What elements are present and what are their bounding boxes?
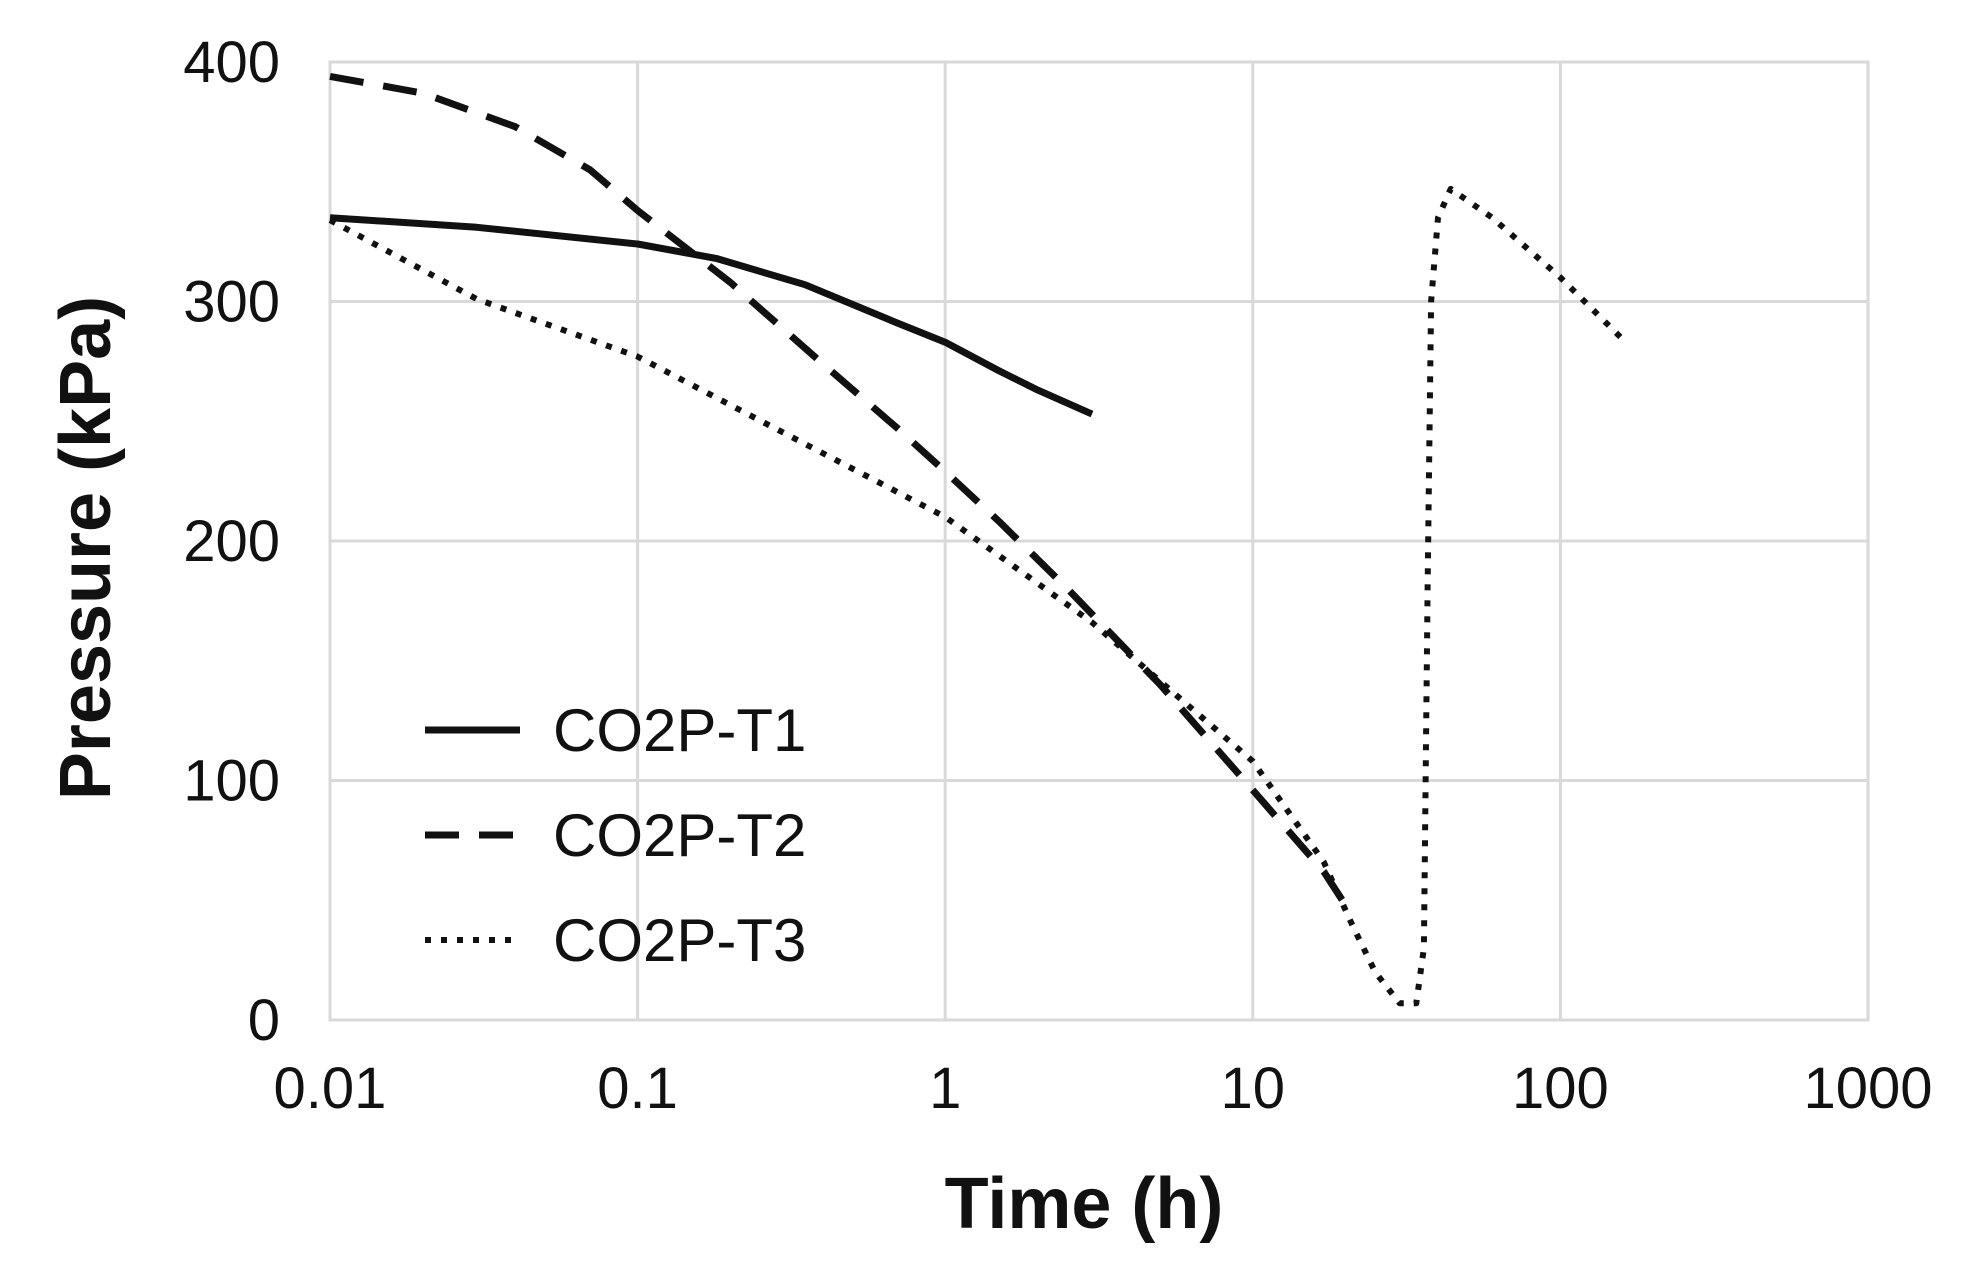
legend-label: CO2P-T1 <box>553 697 806 764</box>
series-line-co2p-t1 <box>329 214 1094 418</box>
y-tick-labels: 0 100 200 300 400 <box>183 30 280 1053</box>
y-tick-label: 200 <box>183 509 280 574</box>
grid <box>328 60 1870 1022</box>
x-tick-label: 1000 <box>1803 1056 1932 1121</box>
x-tick-label: 0.1 <box>597 1056 678 1121</box>
x-axis-title: Time (h) <box>945 1164 1224 1244</box>
legend-label: CO2P-T3 <box>553 907 806 974</box>
x-tick-label: 100 <box>1512 1056 1609 1121</box>
series-line-co2p-t3 <box>328 185 1626 1007</box>
x-tick-labels: 0.01 0.1 1 10 100 1000 <box>274 1056 1933 1121</box>
series-line-co2p-t2 <box>329 72 1349 907</box>
plot-border <box>328 60 1870 1022</box>
series-group <box>328 72 1626 1007</box>
x-tick-label: 10 <box>1221 1056 1286 1121</box>
x-tick-label: 1 <box>929 1056 961 1121</box>
y-tick-label: 100 <box>183 749 280 814</box>
x-tick-label: 0.01 <box>274 1056 387 1121</box>
legend: CO2P-T1 CO2P-T2 CO2P-T3 <box>425 697 806 974</box>
y-axis-title: Pressure (kPa) <box>46 296 126 800</box>
y-tick-label: 0 <box>248 988 280 1053</box>
y-tick-label: 300 <box>183 270 280 335</box>
legend-label: CO2P-T2 <box>553 802 806 869</box>
y-tick-label: 400 <box>183 30 280 95</box>
